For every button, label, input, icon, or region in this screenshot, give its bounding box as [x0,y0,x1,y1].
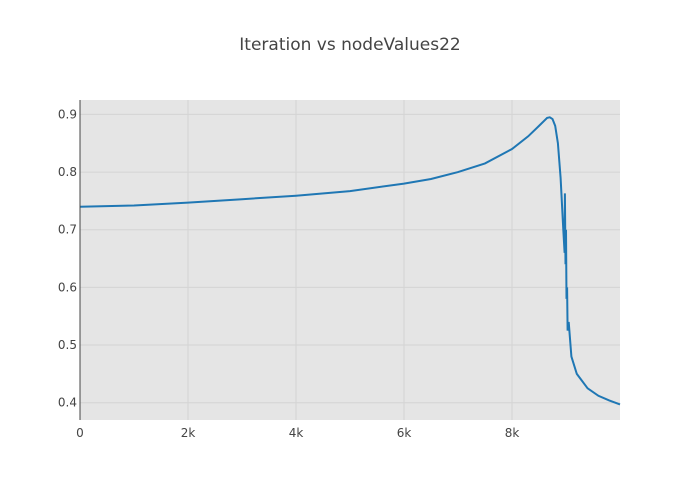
y-tick-label: 0.8 [58,165,77,179]
chart-title: Iteration vs nodeValues22 [239,35,460,55]
x-tick-label: 0 [76,426,84,440]
x-tick-label: 4k [289,426,304,440]
plot-area[interactable] [80,100,620,420]
series-line [79,116,621,406]
y-tick-label: 0.7 [58,223,77,237]
y-tick-label: 0.6 [58,280,77,294]
y-tick-label: 0.4 [58,396,77,410]
y-tick-label: 0.5 [58,338,77,352]
x-tick-label: 6k [397,426,412,440]
x-tick-label: 8k [505,426,520,440]
y-tick-label: 0.9 [58,107,77,121]
x-tick-label: 2k [181,426,196,440]
